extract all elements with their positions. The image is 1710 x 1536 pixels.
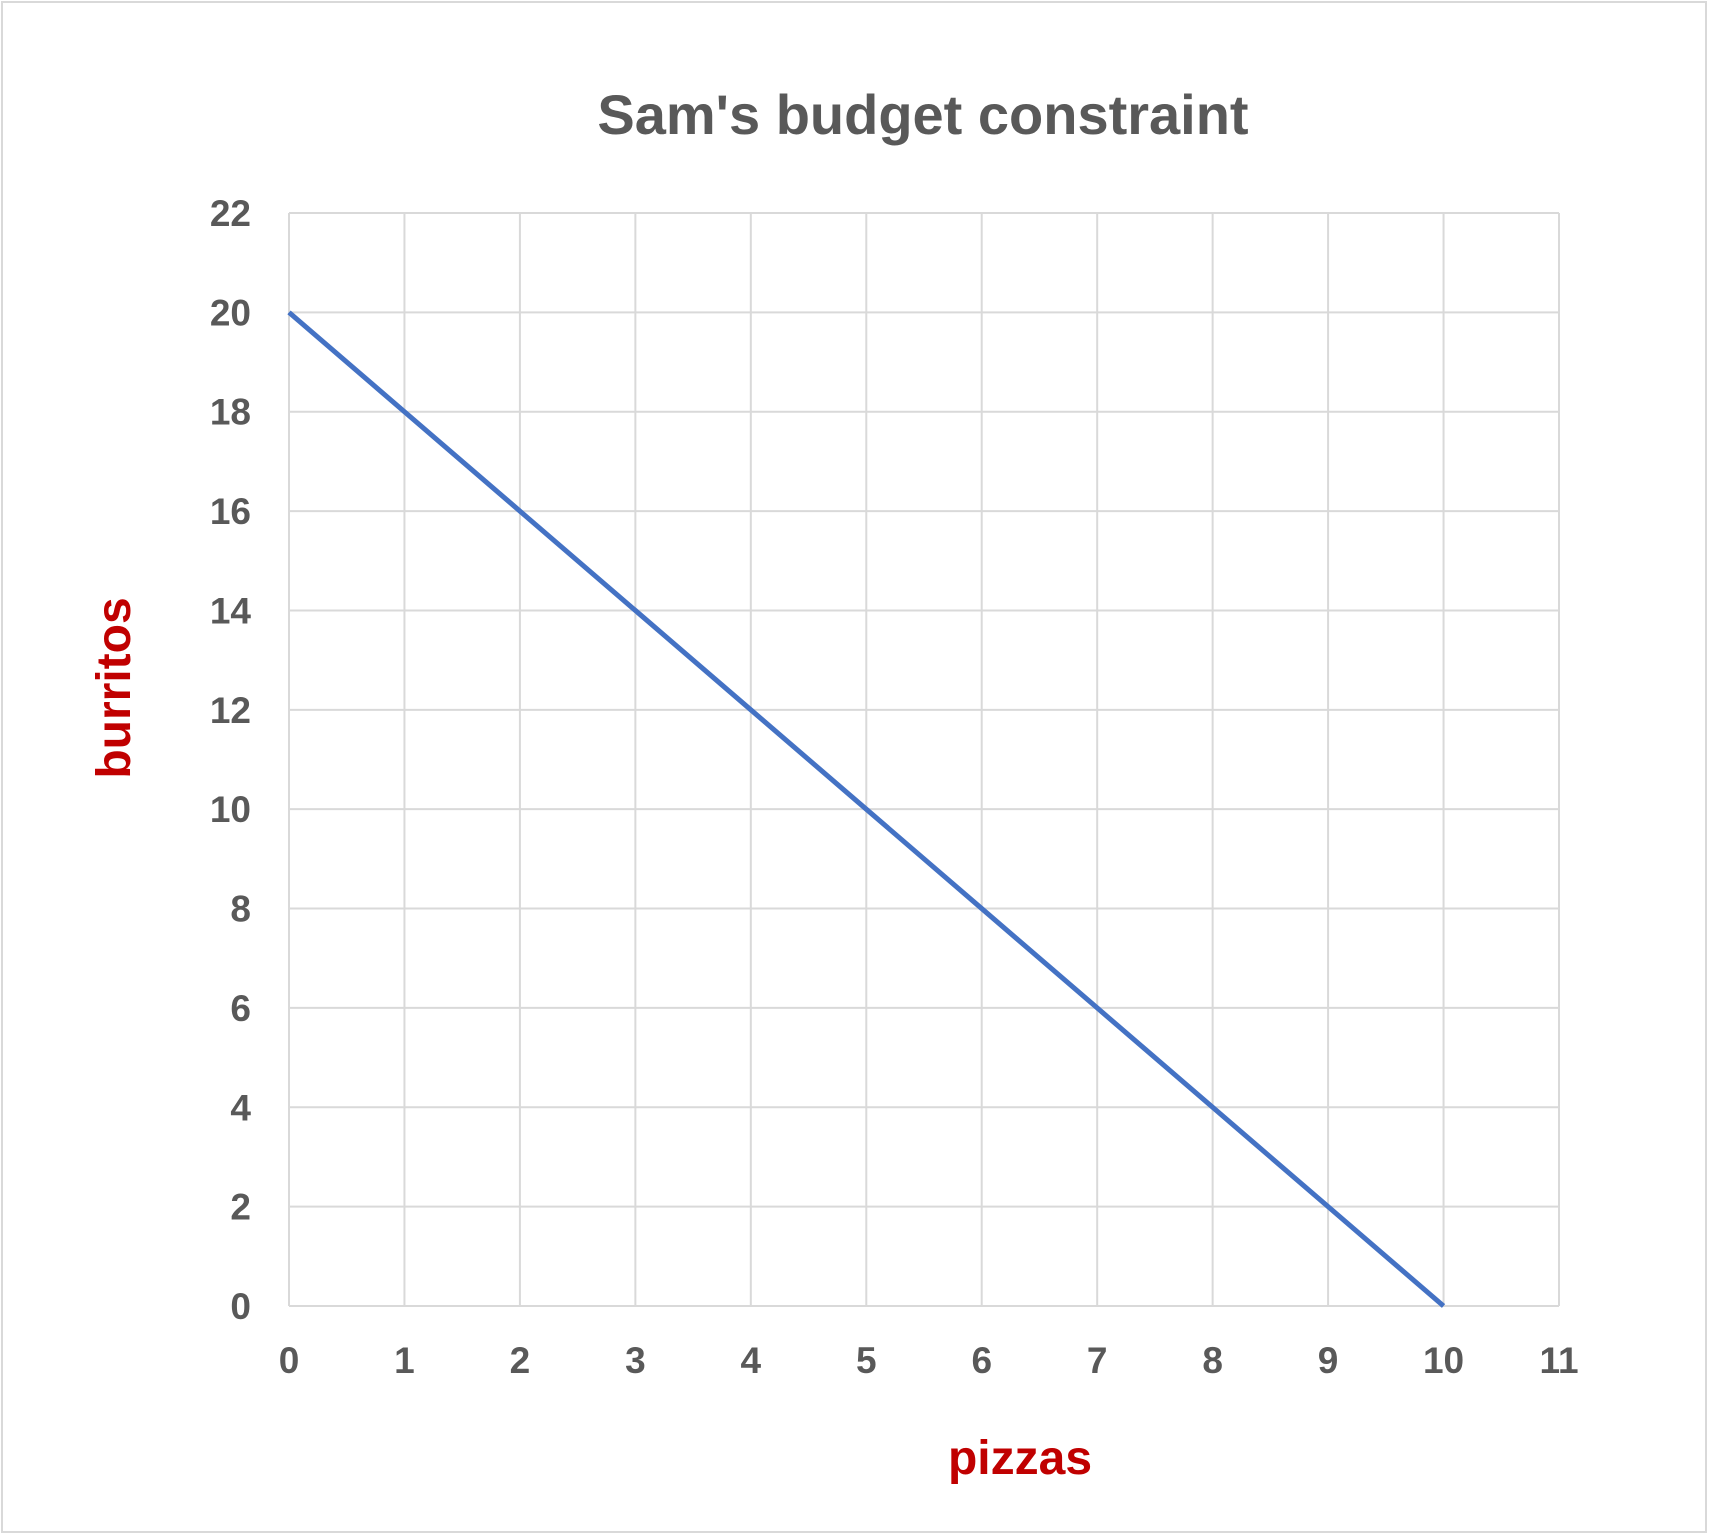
x-tick-label: 6 [971, 1340, 992, 1381]
x-tick-label: 11 [1539, 1340, 1578, 1381]
x-tick-label: 4 [741, 1340, 762, 1381]
y-axis-title: burritos [88, 597, 141, 778]
budget-constraint-line [287, 310, 1446, 1308]
y-tick-label: 10 [210, 789, 251, 830]
y-tick-label: 4 [230, 1087, 251, 1128]
y-tick-label: 6 [230, 988, 251, 1029]
y-tick-label: 22 [210, 193, 251, 234]
x-axis-tick-labels: 0 1 2 3 4 5 6 7 8 9 10 11 [279, 1340, 1579, 1381]
y-tick-label: 16 [210, 491, 251, 532]
y-tick-label: 12 [210, 690, 251, 731]
series-group [287, 310, 1446, 1308]
y-axis-tick-labels: 0 2 4 6 8 10 12 14 16 18 20 22 [210, 193, 252, 1327]
x-tick-label: 3 [625, 1340, 646, 1381]
x-tick-label: 0 [279, 1340, 300, 1381]
chart-title: Sam's budget constraint [597, 83, 1248, 146]
y-tick-label: 8 [230, 889, 251, 930]
grid-lines [288, 212, 1560, 1307]
y-tick-label: 2 [230, 1187, 251, 1228]
y-tick-label: 20 [210, 292, 251, 333]
x-tick-label: 5 [856, 1340, 877, 1381]
x-tick-label: 2 [510, 1340, 531, 1381]
y-tick-label: 14 [210, 590, 252, 631]
x-tick-label: 1 [394, 1340, 415, 1381]
x-axis-title: pizzas [948, 1432, 1092, 1485]
x-tick-label: 7 [1087, 1340, 1108, 1381]
x-tick-label: 8 [1202, 1340, 1223, 1381]
x-tick-label: 10 [1423, 1340, 1464, 1381]
y-tick-label: 18 [210, 392, 251, 433]
x-tick-label: 9 [1318, 1340, 1339, 1381]
y-tick-label: 0 [230, 1286, 251, 1327]
